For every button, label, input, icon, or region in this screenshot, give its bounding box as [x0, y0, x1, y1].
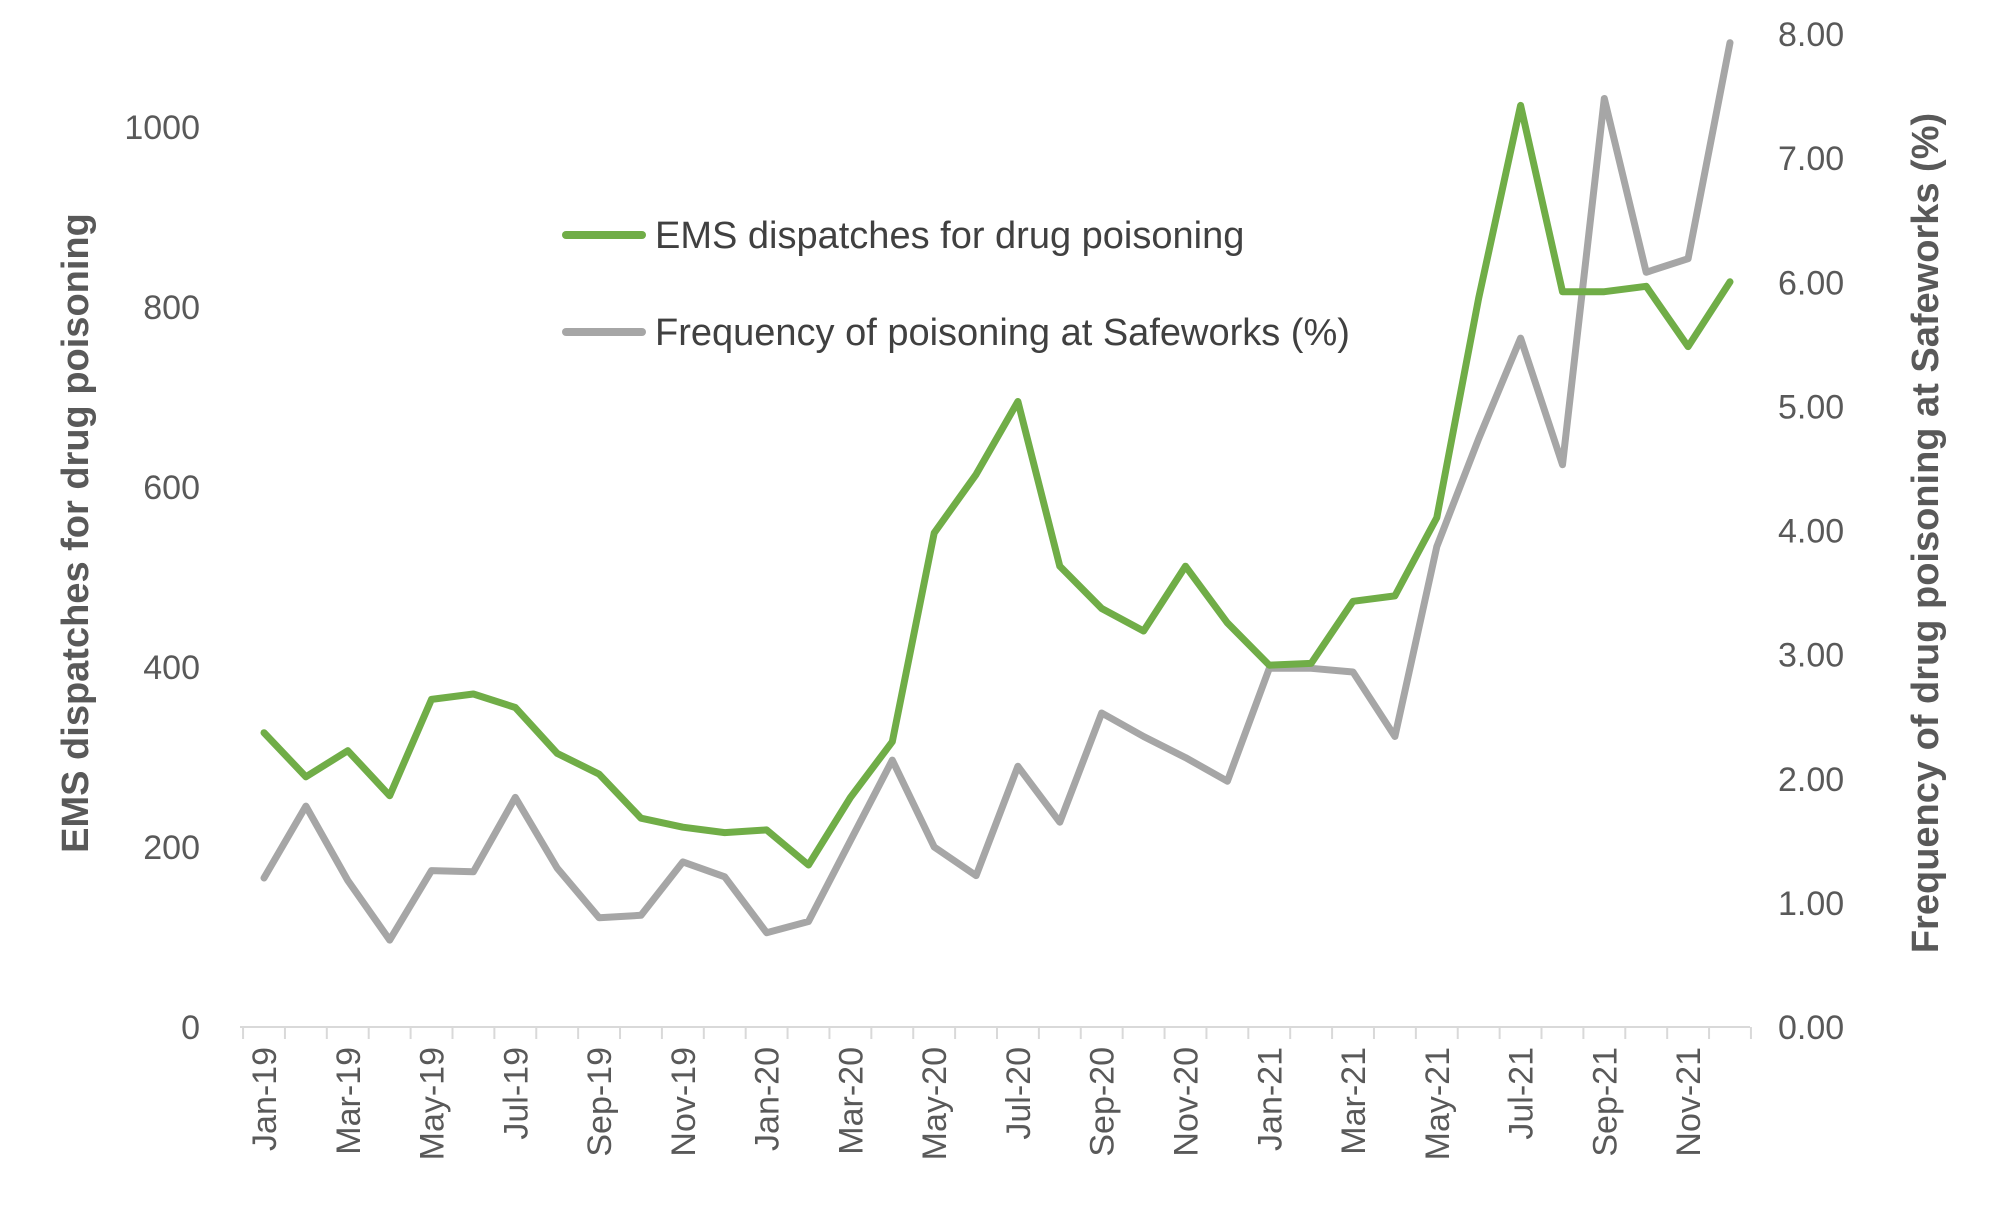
ems-dispatches-line [260, 101, 1734, 869]
right-tick-label: 0.00 [1778, 1009, 1844, 1047]
legend-label-ems: EMS dispatches for drug poisoning [655, 215, 1244, 257]
legend-label-safeworks: Frequency of poisoning at Safeworks (%) [655, 312, 1350, 354]
left-tick-label: 800 [143, 289, 200, 327]
right-tick-label: 3.00 [1778, 637, 1844, 675]
series-lines [260, 39, 1734, 944]
x-tick-label: May-19 [414, 1047, 452, 1160]
right-tick-label: 7.00 [1778, 140, 1844, 178]
x-tick-label: Mar-19 [330, 1047, 368, 1155]
left-tick-label: 0 [181, 1009, 200, 1047]
x-tick-label: Jan-19 [246, 1047, 284, 1151]
right-axis-title: Frequency of drug poisoning at Safeworks… [1905, 113, 1947, 953]
right-tick-label: 2.00 [1778, 761, 1844, 799]
x-tick-label: Sep-20 [1084, 1047, 1122, 1157]
x-tick-label: Jul-21 [1503, 1047, 1541, 1140]
x-tick-label: Mar-20 [832, 1047, 870, 1155]
right-tick-label: 8.00 [1778, 16, 1844, 54]
x-tick-label: Nov-20 [1167, 1047, 1205, 1157]
x-tick-label: Nov-19 [665, 1047, 703, 1157]
left-axis-title: EMS dispatches for drug poisoning [55, 213, 97, 853]
x-tick-label: Jan-21 [1251, 1047, 1289, 1151]
left-tick-label: 200 [143, 829, 200, 867]
right-tick-label: 5.00 [1778, 388, 1844, 426]
right-y-axis: 0.00 1.00 2.00 3.00 4.00 5.00 6.00 7.00 8.00 [1778, 16, 1844, 1047]
safeworks-frequency-line [260, 39, 1734, 944]
right-tick-label: 4.00 [1778, 513, 1844, 551]
right-tick-label: 6.00 [1778, 264, 1844, 302]
x-tick-label: May-20 [916, 1047, 954, 1160]
x-axis: Jan-19 Mar-19 May-19 Jul-19 Sep-19 Nov-19 Jan-… [240, 1026, 1752, 1160]
legend: EMS dispatches for drug poisoning Freque… [562, 215, 1350, 354]
right-tick-label: 1.00 [1778, 885, 1844, 923]
x-tick-label: Jul-19 [497, 1047, 535, 1140]
left-tick-label: 600 [143, 469, 200, 507]
x-tick-label: Sep-21 [1586, 1047, 1624, 1157]
left-tick-label: 400 [143, 649, 200, 687]
x-tick-label: Mar-21 [1335, 1047, 1373, 1155]
x-tick-label: Nov-21 [1670, 1047, 1708, 1157]
x-tick-label: Sep-19 [581, 1047, 619, 1157]
left-tick-label: 1000 [124, 109, 200, 147]
left-y-axis: 0 200 400 600 800 1000 [124, 109, 200, 1047]
x-tick-label: Jan-20 [749, 1047, 787, 1151]
x-tick-label: May-21 [1419, 1047, 1457, 1160]
x-tick-label: Jul-20 [1000, 1047, 1038, 1140]
